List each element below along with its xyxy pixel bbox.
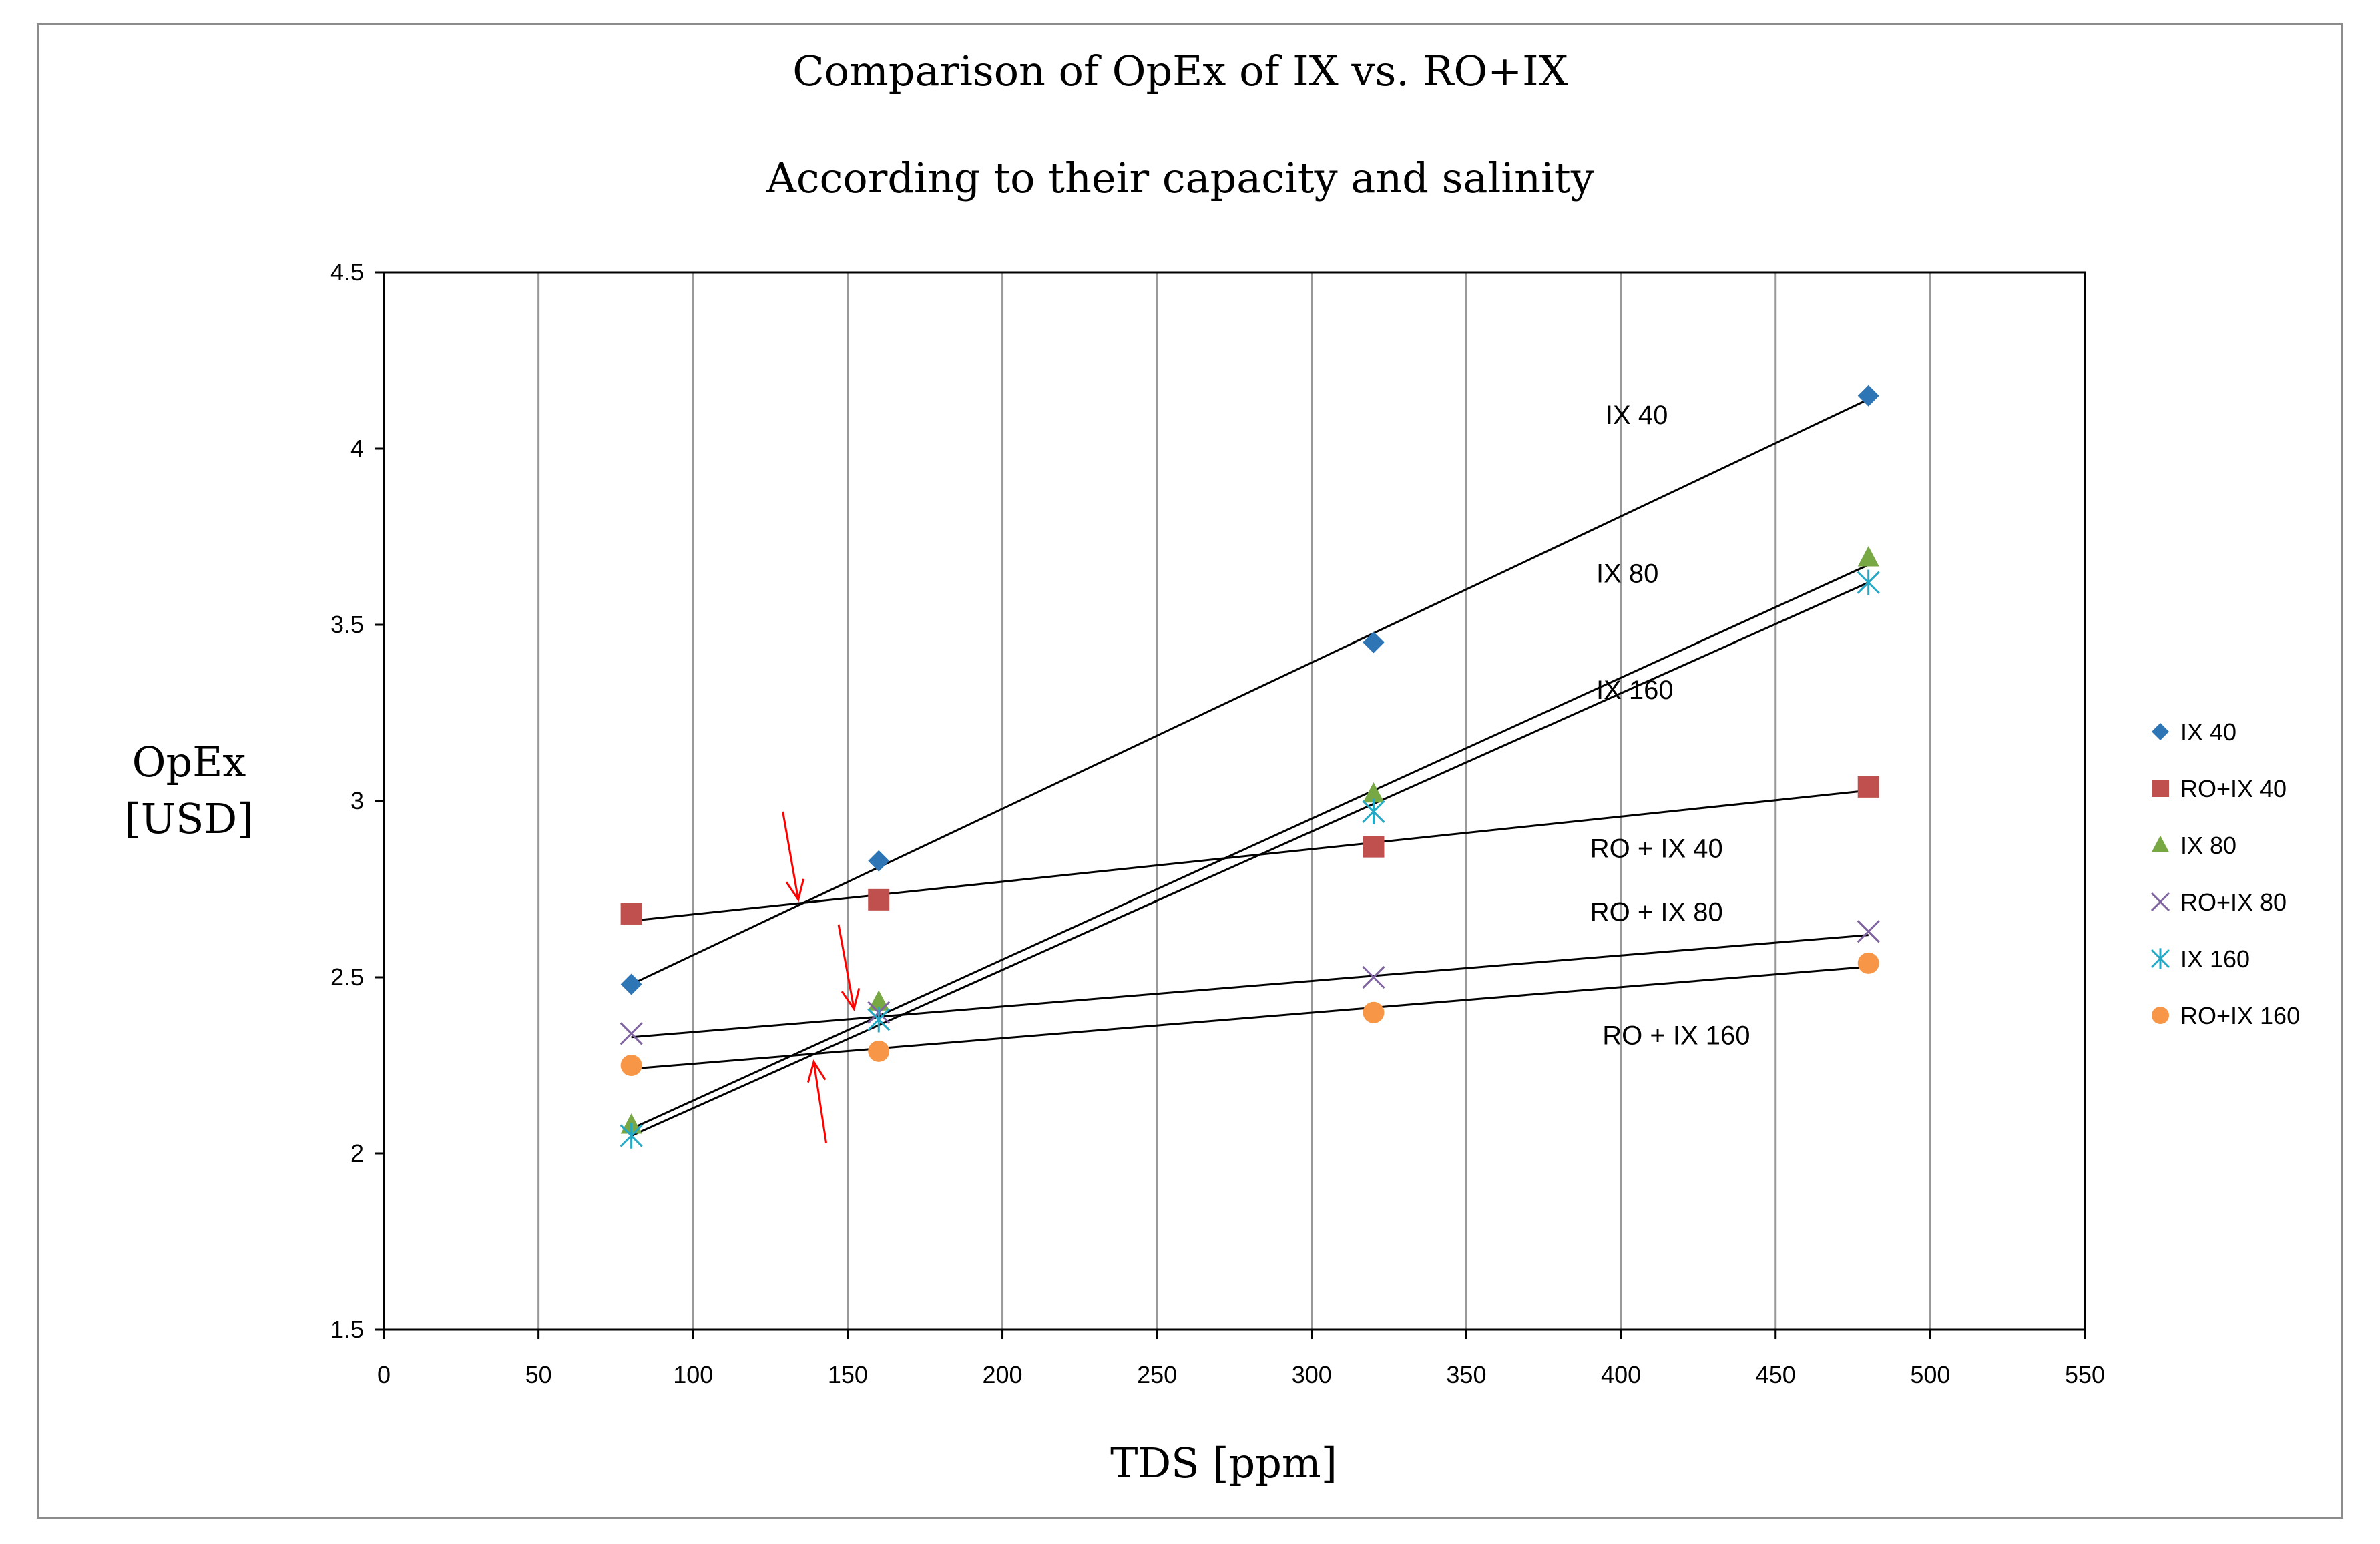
plot-area-border <box>383 271 2086 1331</box>
annotation-ro-plus-ix-160: RO + IX 160 <box>1602 1021 1750 1050</box>
chart-frame: Comparison of OpEx of IX vs. RO+IX Accor… <box>37 23 2343 1519</box>
data-point-ro-plus-ix-80 <box>1362 965 1385 989</box>
trendline-ix-80 <box>630 563 1869 1130</box>
x-axis-ticks: 0 50 100 150 200 250 300 350 400 450 500 550 <box>377 1330 2105 1388</box>
legend: IX 40 RO+IX 40 IX 80 RO+IX 80 IX 160 RO+IX 16… <box>2150 718 2300 1029</box>
legend-label: RO+IX 160 <box>2180 1002 2300 1029</box>
data-point-ro-plus-ix-40 <box>1857 776 1879 798</box>
x-tick-label: 250 <box>1137 1361 1177 1388</box>
x-tick-label: 400 <box>1601 1361 1641 1388</box>
annotation-ro-plus-ix-40: RO + IX 40 <box>1590 834 1723 863</box>
y-axis-label-line1: OpEx <box>132 738 246 786</box>
data-point-ro-plus-ix-40 <box>868 888 890 911</box>
legend-marker-ro-plus-ix-40 <box>2152 780 2169 797</box>
y-axis-label-line2: [USD] <box>125 794 254 843</box>
data-point-ro-plus-ix-160 <box>1363 1001 1385 1023</box>
y-tick-label: 2 <box>350 1139 364 1167</box>
legend-marker-ro-plus-ix-160 <box>2152 1007 2169 1024</box>
x-tick-label: 200 <box>983 1361 1023 1388</box>
legend-item-ix-40: IX 40 <box>2152 718 2236 746</box>
legend-marker-ro-plus-ix-80 <box>2150 892 2170 912</box>
annotation-ix-40: IX 40 <box>1606 401 1668 430</box>
legend-marker-ix-40 <box>2152 723 2169 740</box>
data-point-ro-plus-ix-40 <box>1363 836 1385 858</box>
trendline-ro-plus-ix-40 <box>631 789 1869 923</box>
data-point-ix-160 <box>867 1007 891 1033</box>
data-point-ix-160 <box>1362 798 1385 825</box>
x-axis-label: TDS [ppm] <box>1110 1439 1337 1487</box>
data-point-ix-40 <box>1363 631 1385 654</box>
red-arrow <box>782 811 805 903</box>
data-point-ro-plus-ix-80 <box>1857 920 1880 943</box>
data-point-ix-80 <box>1363 782 1385 803</box>
y-tick-label: 4.5 <box>330 258 364 286</box>
trendline-ro-plus-ix-160 <box>631 965 1869 1070</box>
x-tick-label: 50 <box>525 1361 552 1388</box>
trendline-ix-40 <box>630 398 1869 985</box>
legend-item-ix-160: IX 160 <box>2150 945 2250 973</box>
x-tick-label: 500 <box>1910 1361 1950 1388</box>
legend-item-ro-plus-ix-160: RO+IX 160 <box>2152 1002 2300 1029</box>
trendline-ro-plus-ix-80 <box>631 934 1869 1039</box>
x-tick-label: 0 <box>377 1361 391 1388</box>
chart-title: Comparison of OpEx of IX vs. RO+IX <box>792 47 1568 95</box>
y-tick-label: 4 <box>350 435 364 462</box>
y-tick-label: 3 <box>350 787 364 814</box>
legend-item-ix-80: IX 80 <box>2152 832 2236 859</box>
data-point-ix-160 <box>1857 569 1880 595</box>
annotation-ix-80: IX 80 <box>1596 559 1658 589</box>
chart-svg: Comparison of OpEx of IX vs. RO+IX Accor… <box>125 47 2301 1487</box>
y-axis-ticks: 1.5 2 2.5 3 3.5 4 4.5 <box>330 258 384 1343</box>
x-tick-label: 150 <box>828 1361 868 1388</box>
data-point-ix-40 <box>620 973 642 995</box>
data-point-ro-plus-ix-40 <box>620 903 642 925</box>
data-point-ro-plus-ix-160 <box>868 1040 890 1062</box>
data-point-ix-40 <box>1857 384 1879 407</box>
data-point-ix-40 <box>868 850 890 872</box>
legend-item-ro-plus-ix-40: RO+IX 40 <box>2152 775 2287 802</box>
x-tick-label: 300 <box>1292 1361 1332 1388</box>
red-arrow <box>837 924 861 1012</box>
series-annotations: IX 40 IX 80 IX 160 RO + IX 40 RO + IX 80 RO +… <box>1590 401 1750 1050</box>
intersection-arrows <box>782 811 861 1143</box>
y-tick-label: 1.5 <box>330 1316 364 1343</box>
y-tick-label: 2.5 <box>330 963 364 991</box>
x-tick-label: 550 <box>2065 1361 2105 1388</box>
trendlines <box>630 398 1869 1137</box>
x-tick-label: 450 <box>1756 1361 1796 1388</box>
red-arrow <box>807 1059 827 1143</box>
annotation-ix-160: IX 160 <box>1596 676 1674 705</box>
chart-subtitle: According to their capacity and salinity <box>766 154 1594 202</box>
data-point-ro-plus-ix-160 <box>620 1055 642 1076</box>
x-tick-label: 350 <box>1446 1361 1486 1388</box>
annotation-ro-plus-ix-80: RO + IX 80 <box>1590 898 1723 927</box>
gridlines <box>537 272 1931 1330</box>
legend-label: IX 160 <box>2180 945 2250 973</box>
data-point-ix-160 <box>620 1123 643 1149</box>
legend-marker-ix-160 <box>2150 948 2170 969</box>
y-tick-label: 3.5 <box>330 611 364 638</box>
trendline-ix-160 <box>631 581 1869 1137</box>
legend-label: RO+IX 80 <box>2180 888 2287 916</box>
data-point-ix-80 <box>1857 546 1879 567</box>
legend-label: RO+IX 40 <box>2180 775 2287 802</box>
data-point-ix-80 <box>868 990 890 1011</box>
legend-item-ro-plus-ix-80: RO+IX 80 <box>2150 888 2287 916</box>
x-tick-label: 100 <box>673 1361 713 1388</box>
legend-marker-ix-80 <box>2152 835 2169 852</box>
data-point-ro-plus-ix-80 <box>620 1022 643 1045</box>
legend-label: IX 80 <box>2180 832 2236 859</box>
data-point-ro-plus-ix-160 <box>1857 952 1879 974</box>
legend-label: IX 40 <box>2180 718 2236 746</box>
